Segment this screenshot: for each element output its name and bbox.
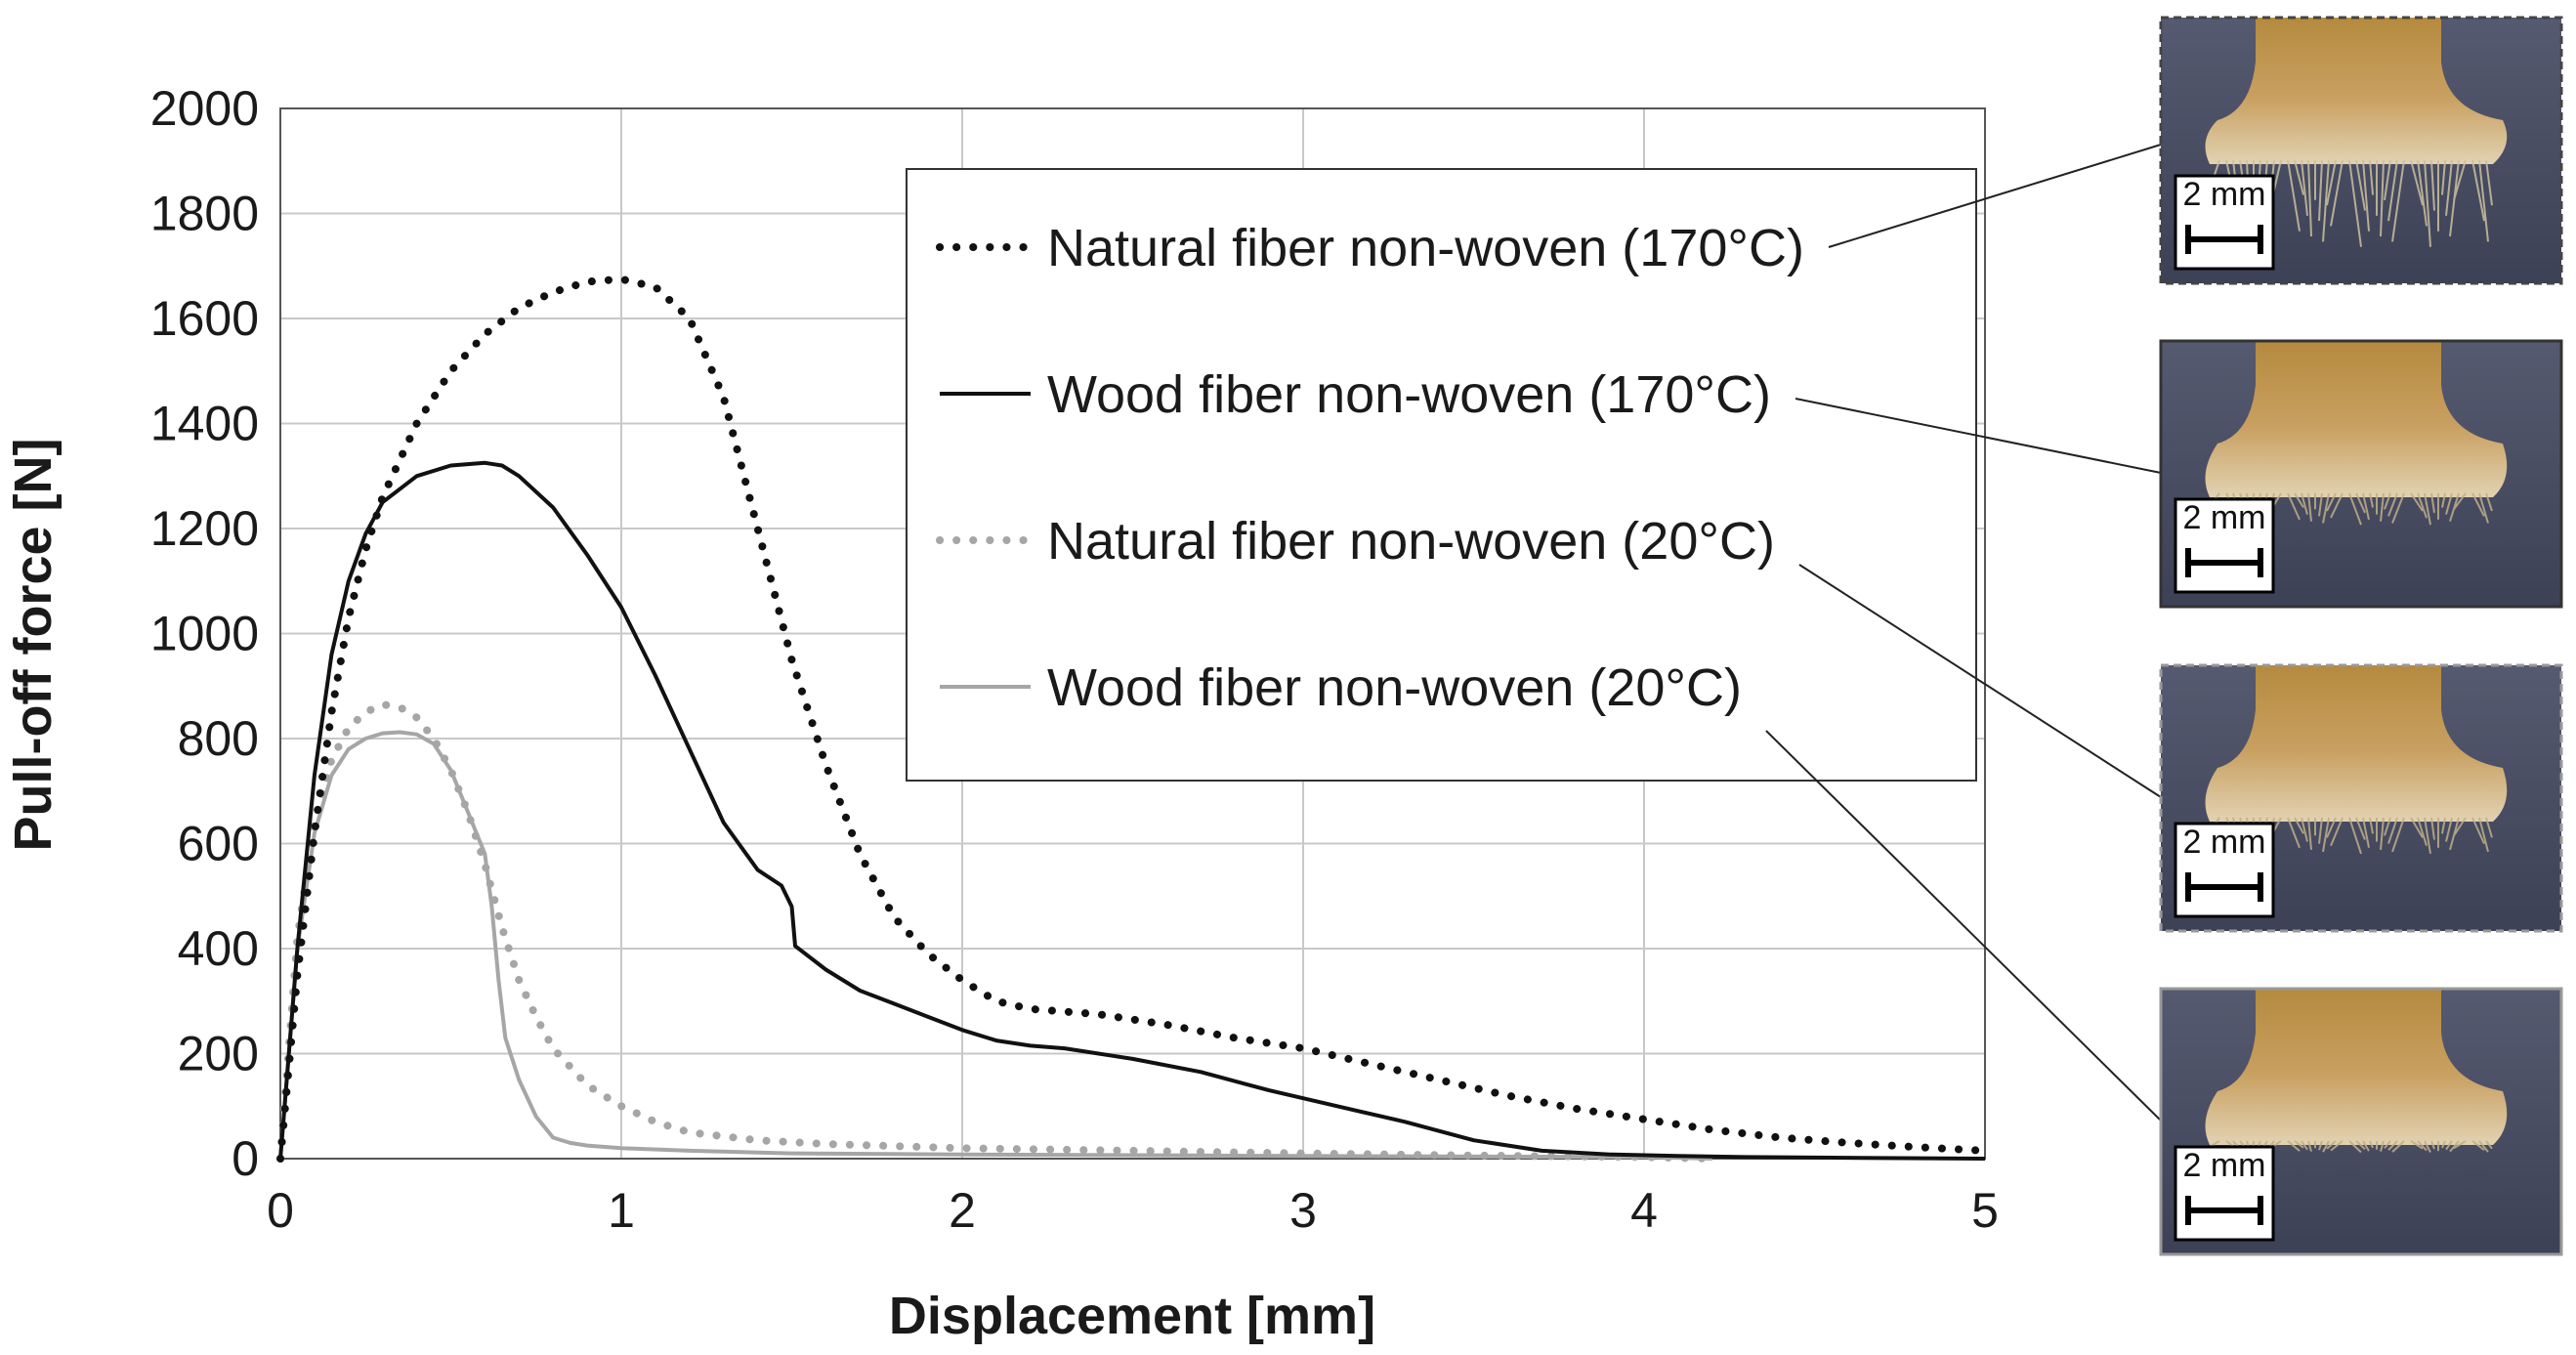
scale-bar-icon xyxy=(2185,872,2263,902)
specimen-photo-2: 2 mm xyxy=(2159,339,2563,609)
legend-label-1: Wood fiber non-woven (170°C) xyxy=(1047,365,1771,424)
series-line-2 xyxy=(276,699,1716,1163)
scale-bar-box xyxy=(2174,174,2275,271)
y-tick-label: 2000 xyxy=(150,81,259,136)
specimen-photo-3: 2 mm xyxy=(2159,663,2563,933)
legend-label-0: Natural fiber non-woven (170°C) xyxy=(1047,219,1804,277)
photo-border xyxy=(2159,987,2563,1256)
y-tick-label: 1600 xyxy=(150,291,259,346)
y-tick-label: 1000 xyxy=(150,607,259,661)
y-tick-label: 1200 xyxy=(150,501,259,556)
x-tick-label: 5 xyxy=(1971,1183,1999,1238)
connector-line-4 xyxy=(1765,730,2162,1122)
photo-connector-lines xyxy=(1765,144,2162,1122)
connector-line-1 xyxy=(1828,144,2162,248)
scale-bar-box xyxy=(2174,497,2275,594)
specimen-photo-1: 2 mm xyxy=(2159,16,2563,285)
specimen-fiber-shape xyxy=(2205,665,2508,822)
series-line-0 xyxy=(276,275,1989,1163)
specimen-fiber-shape xyxy=(2205,18,2508,164)
x-tick-label: 3 xyxy=(1289,1183,1317,1238)
photo-border xyxy=(2159,16,2563,285)
x-axis-title: Displacement [mm] xyxy=(889,1287,1375,1345)
photo-border xyxy=(2159,339,2563,609)
scale-bar-icon xyxy=(2185,548,2263,577)
legend: Natural fiber non-woven (170°C) Wood fibe… xyxy=(906,168,1977,782)
y-axis-title: Pull-off force [N] xyxy=(4,439,63,852)
specimen-fiber-shape xyxy=(2205,989,2508,1145)
y-tick-label: 800 xyxy=(178,711,259,766)
photo-border xyxy=(2159,663,2563,933)
x-tick-label: 1 xyxy=(608,1183,635,1238)
scale-bar-box xyxy=(2174,1145,2275,1242)
scale-bar-box xyxy=(2174,822,2275,918)
scale-bar-label: 2 mm xyxy=(2183,824,2266,861)
x-tick-label: 2 xyxy=(949,1183,976,1238)
series-layer xyxy=(276,275,1989,1163)
y-tick-label: 1400 xyxy=(150,397,259,451)
y-tick-label: 200 xyxy=(178,1027,259,1081)
connector-line-3 xyxy=(1798,564,2162,798)
specimen-fiber-shape xyxy=(2205,341,2508,497)
plot-frame xyxy=(279,107,1986,1160)
series-line-1 xyxy=(278,460,1986,1161)
scale-bar-label: 2 mm xyxy=(2183,176,2266,213)
legend-box xyxy=(906,168,1977,782)
series-line-3 xyxy=(278,730,1712,1161)
scale-bar-icon xyxy=(2185,225,2263,254)
photo-panel: 2 mm 2 mm 2 mm 2 mm xyxy=(2159,16,2563,1256)
scale-bar-label: 2 mm xyxy=(2183,499,2266,536)
x-tick-label: 0 xyxy=(267,1183,294,1238)
legend-label-3: Wood fiber non-woven (20°C) xyxy=(1047,658,1742,717)
specimen-photo-4: 2 mm xyxy=(2159,987,2563,1256)
scale-bar-icon xyxy=(2185,1196,2263,1225)
connector-line-2 xyxy=(1795,398,2162,474)
legend-label-2: Natural fiber non-woven (20°C) xyxy=(1047,512,1775,571)
x-tick-labels: 0 1 2 3 4 5 xyxy=(267,1183,1999,1238)
y-tick-labels: 0 200 400 600 800 1000 1200 1400 1600 1800 2000 xyxy=(150,81,259,1186)
y-tick-label: 600 xyxy=(178,817,259,871)
y-tick-label: 400 xyxy=(178,921,259,976)
y-tick-label: 0 xyxy=(232,1131,259,1186)
scale-bar-label: 2 mm xyxy=(2183,1147,2266,1184)
x-tick-label: 4 xyxy=(1630,1183,1658,1238)
y-tick-label: 1800 xyxy=(150,187,259,241)
